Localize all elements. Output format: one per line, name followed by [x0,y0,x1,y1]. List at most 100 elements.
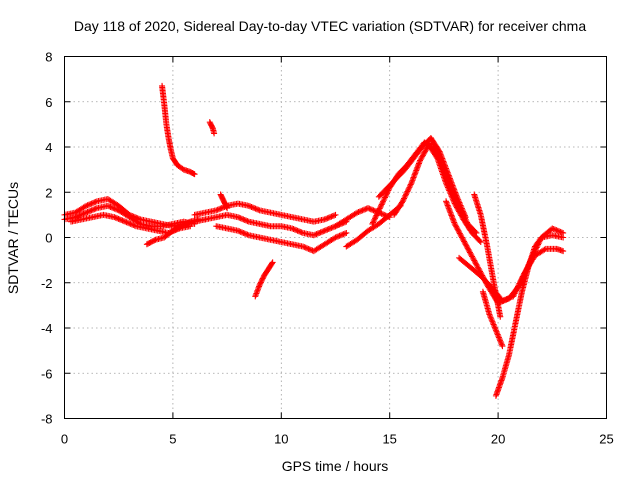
y-tick-label: 6 [45,95,52,110]
data-point [541,246,548,253]
data-point [245,202,252,209]
data-point [247,203,254,210]
x-tick-label: 5 [169,432,176,447]
data-point [331,223,338,230]
data-point [490,321,497,328]
data-point [84,202,91,209]
data-point [336,232,343,239]
data-point [329,224,336,231]
data-point [451,220,458,227]
data-point [462,241,469,248]
data-point [339,231,346,238]
data-point [290,226,297,233]
data-point [91,199,98,206]
x-tick-label: 0 [61,432,68,447]
data-point [268,260,275,267]
data-point [215,206,222,213]
data-point [506,295,513,302]
data-point [323,227,330,234]
data-point [370,218,377,225]
data-point [514,284,521,291]
data-point [463,242,470,249]
data-point [418,154,425,161]
series-arc-4 [143,216,202,248]
x-tick-label: 20 [491,432,505,447]
data-point [335,233,342,240]
data-point [80,210,87,217]
data-point [213,207,220,214]
data-point [496,335,503,342]
data-point [407,181,414,188]
data-point [369,220,376,227]
data-point [452,201,459,208]
data-point [259,275,266,282]
y-tick-label: -6 [41,366,53,381]
data-point [151,237,158,244]
data-point [328,224,335,231]
data-point [354,209,361,216]
data-point [251,205,258,212]
data-point [341,230,348,237]
data-point [302,244,309,251]
data-point [89,199,96,206]
data-point [468,252,475,259]
data-point [256,282,263,289]
data-point [321,216,328,223]
data-point [406,184,413,191]
data-point [466,249,473,256]
data-point [433,154,440,161]
data-point [84,209,91,216]
data-point [503,296,510,303]
data-point [474,264,481,271]
data-point [517,277,524,284]
data-point [494,331,501,338]
data-point [502,296,509,303]
data-point [115,215,122,222]
data-point [128,221,135,228]
data-point [236,228,243,235]
data-point [337,232,344,239]
data-point [492,327,499,334]
data-point [435,147,442,154]
data-point [301,244,308,251]
data-point [510,293,517,300]
y-axis-label: SDTVAR / TECUs [5,182,21,294]
data-point [327,225,334,232]
data-point [211,130,218,137]
data-point [455,207,462,214]
data-point [325,214,332,221]
series-arc-20 [479,288,506,350]
data-point [92,198,99,205]
data-point [179,165,186,172]
data-point [549,225,556,232]
data-point [456,230,463,237]
data-point [195,216,202,223]
data-point [376,205,383,212]
data-point [407,182,414,189]
data-point [313,231,320,238]
data-point [372,215,379,222]
data-point [87,207,94,214]
series-arc-15 [375,134,469,221]
data-point [374,211,381,218]
series-arc-6 [206,119,218,137]
data-point [123,219,130,226]
data-point [452,222,459,229]
data-point [359,207,366,214]
data-point [321,227,328,234]
data-point [110,205,117,212]
data-point [323,215,330,222]
data-point [329,213,336,220]
data-point [358,207,365,214]
data-point [118,216,125,223]
data-point [553,227,560,234]
data-point [332,211,339,218]
data-point [356,208,363,215]
series-arc-16 [391,141,484,246]
data-point [116,216,123,223]
y-tick-label: 2 [45,185,52,200]
data-point [224,205,231,212]
data-point [382,194,389,201]
y-tick-label: 4 [45,140,52,155]
data-points [61,82,567,399]
